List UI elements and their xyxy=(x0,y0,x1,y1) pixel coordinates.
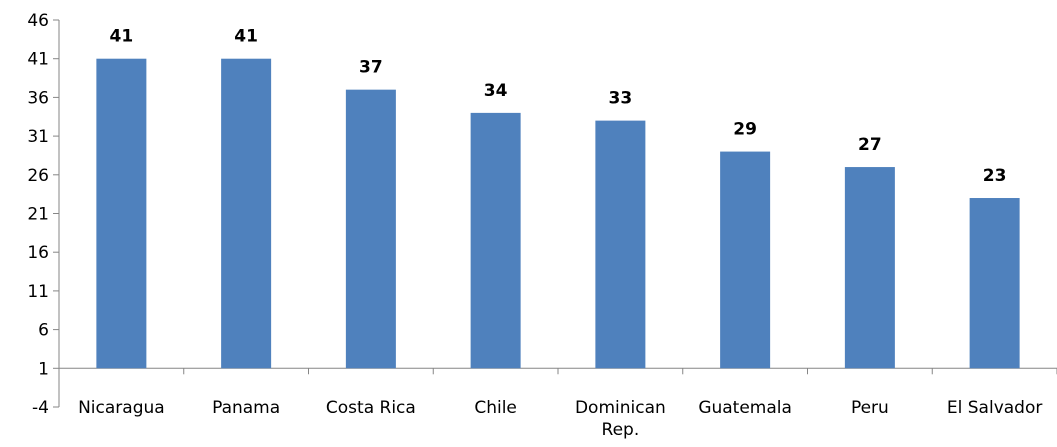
bar xyxy=(969,198,1020,369)
y-tick-label: 21 xyxy=(27,205,49,225)
x-category-label: Nicaragua xyxy=(78,398,165,418)
x-axis-category-labels: Nicaragua Panama Costa Rica Chile DominicanR… xyxy=(78,398,1042,440)
bar-series xyxy=(96,58,1020,369)
bar-value-label: 23 xyxy=(983,166,1007,186)
y-tick-label: 11 xyxy=(27,282,49,302)
bar xyxy=(844,167,895,369)
bar xyxy=(96,58,147,369)
x-category-label: Chile xyxy=(474,398,517,418)
bar-value-label: 34 xyxy=(484,81,508,101)
y-tick-label: 41 xyxy=(27,50,49,70)
bar xyxy=(345,89,396,369)
x-category-label: Panama xyxy=(212,398,280,418)
y-tick-label: 36 xyxy=(27,88,49,108)
data-labels: 41 41 37 34 33 29 27 23 xyxy=(110,27,1007,186)
chart-axes xyxy=(53,19,1057,408)
y-tick-label: 16 xyxy=(27,243,49,263)
bar-value-label: 41 xyxy=(110,27,134,47)
x-category-label: Rep. xyxy=(602,420,640,440)
bar-value-label: 27 xyxy=(858,135,882,155)
y-tick-label: 26 xyxy=(27,166,49,186)
y-tick-label: 1 xyxy=(38,359,49,379)
x-category-label: Costa Rica xyxy=(326,398,416,418)
bar-value-label: 37 xyxy=(359,58,383,78)
y-tick-label: -4 xyxy=(32,398,49,418)
bar xyxy=(221,58,272,369)
y-tick-label: 6 xyxy=(38,321,49,341)
bar xyxy=(720,151,771,369)
x-category-label: Dominican xyxy=(575,398,666,418)
y-tick-label: 31 xyxy=(27,127,49,147)
y-tick-label: 46 xyxy=(27,11,49,31)
x-category-label: Guatemala xyxy=(698,398,792,418)
x-category-label: Peru xyxy=(851,398,889,418)
bar-value-label: 29 xyxy=(733,120,757,140)
bar-value-label: 41 xyxy=(234,27,258,47)
x-category-label: El Salvador xyxy=(947,398,1042,418)
bar-value-label: 33 xyxy=(609,89,633,109)
bar xyxy=(595,120,646,369)
bar xyxy=(470,112,521,369)
